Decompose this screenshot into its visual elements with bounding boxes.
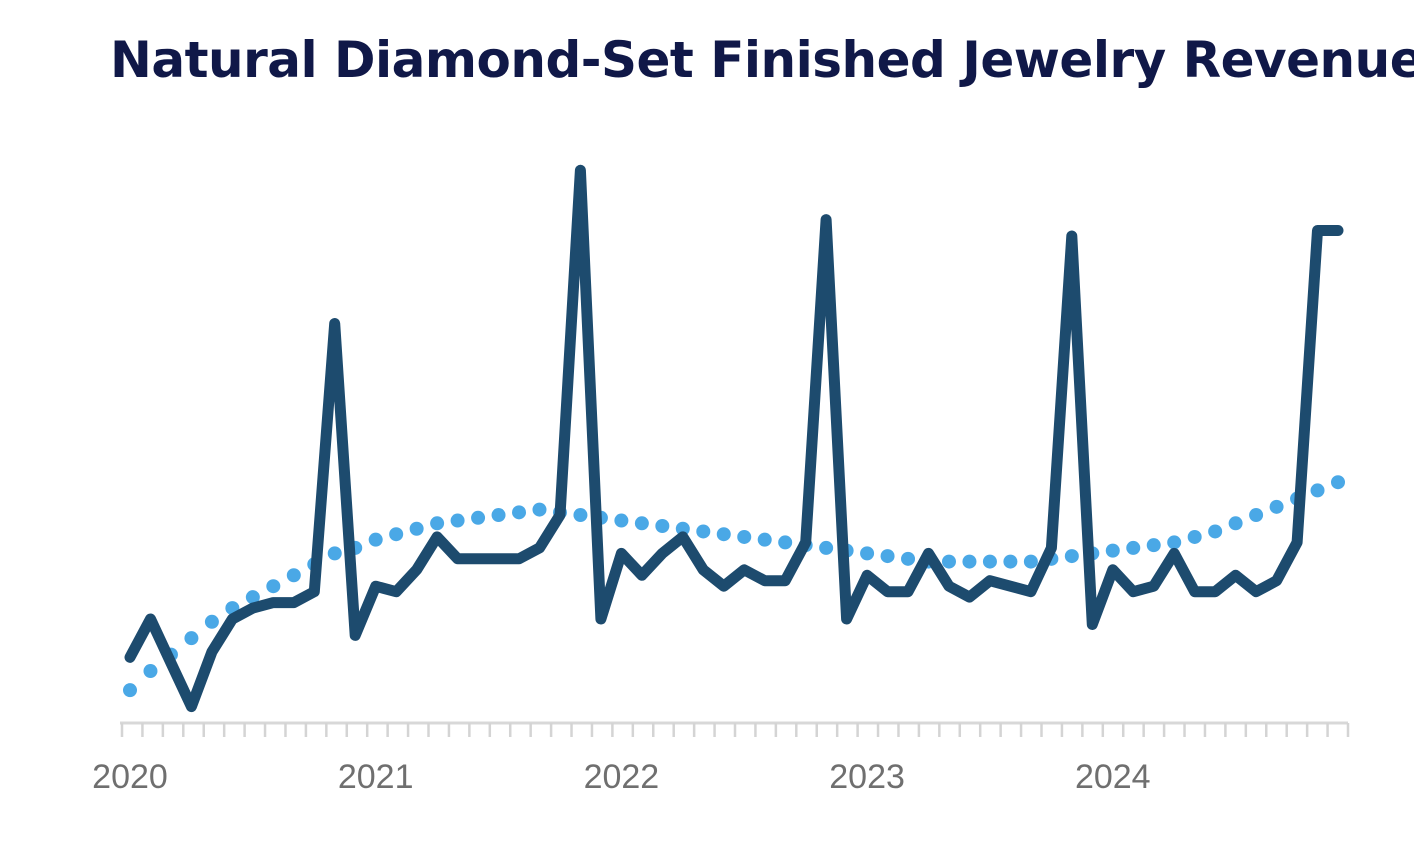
trend-point xyxy=(1003,554,1018,569)
revenue-series-line xyxy=(124,164,1344,713)
trend-point xyxy=(1228,516,1243,531)
x-tick-label: 2022 xyxy=(584,758,660,796)
trend-point xyxy=(327,546,342,561)
trend-point xyxy=(532,502,547,517)
trend-point xyxy=(634,516,649,531)
x-axis: 2020 2021 2022 2023 2024 xyxy=(92,721,1350,796)
trend-point xyxy=(430,516,445,531)
trend-point xyxy=(819,540,834,555)
trend-point xyxy=(450,513,465,528)
trend-point xyxy=(1249,508,1264,523)
trend-point xyxy=(716,527,731,542)
trend-point xyxy=(1126,540,1141,555)
trend-point xyxy=(1331,475,1345,490)
x-tick-label: 2021 xyxy=(338,758,414,796)
trend-point xyxy=(675,521,690,536)
trend-point xyxy=(962,554,977,569)
trend-point xyxy=(1269,499,1284,514)
chart-title: Natural Diamond-Set Finished Jewelry Rev… xyxy=(110,31,1414,89)
trend-point xyxy=(512,505,527,520)
trend-point xyxy=(143,664,158,679)
trend-point xyxy=(880,549,895,564)
trend-point xyxy=(778,535,793,550)
trend-point xyxy=(696,524,711,539)
trend-point xyxy=(204,614,219,629)
trend-point xyxy=(471,510,486,525)
trend-point xyxy=(266,579,281,594)
trend-point xyxy=(757,532,772,547)
series-group xyxy=(123,164,1345,713)
trend-point xyxy=(1064,549,1079,564)
trend-point xyxy=(901,551,916,566)
trend-point xyxy=(860,546,875,561)
trend-point xyxy=(1105,543,1120,558)
trend-point xyxy=(1187,529,1202,544)
x-tick-label: 2023 xyxy=(829,758,905,796)
trend-point xyxy=(1310,483,1325,498)
trend-point xyxy=(245,590,260,605)
x-tick-label: 2020 xyxy=(92,758,168,796)
trend-point xyxy=(982,554,997,569)
trend-point xyxy=(389,527,404,542)
trend-series xyxy=(123,475,1345,698)
x-tick-label: 2024 xyxy=(1075,758,1151,796)
trend-point xyxy=(286,568,301,583)
trend-point xyxy=(1208,524,1223,539)
trend-point xyxy=(123,683,137,698)
trend-point xyxy=(655,519,670,534)
trend-point xyxy=(737,529,752,544)
trend-point xyxy=(1167,535,1182,550)
trend-point xyxy=(368,532,383,547)
trend-point xyxy=(1146,538,1161,553)
trend-point xyxy=(491,508,506,523)
trend-point xyxy=(573,508,588,523)
trend-point xyxy=(409,521,424,536)
trend-point xyxy=(1023,554,1038,569)
trend-point xyxy=(614,513,629,528)
trend-point xyxy=(941,554,956,569)
trend-point xyxy=(184,631,199,646)
